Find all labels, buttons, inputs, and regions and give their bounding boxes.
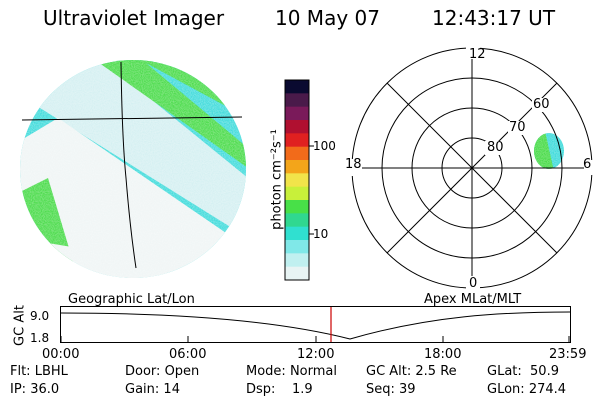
date-label: 10 May 07 [275,6,380,30]
apex-label: Apex MLat/MLT [424,292,522,307]
colorbar-tick-10: 10 [313,227,329,241]
mlat-label-80: 80 [487,140,504,155]
mlt-label-6: 6 [583,157,592,172]
mlat-label-60: 60 [533,97,550,112]
longitude-grid-line [120,61,137,269]
colorbar-unit-label: photon cm⁻²s⁻¹ [269,129,285,230]
status-filter: Flt: LBHL [10,364,68,379]
altitude-curve [60,311,571,340]
xtick-1200: 12:00 [297,347,335,362]
colorbar [284,79,314,281]
time-label: 12:43:17 UT [432,6,556,30]
status-door: Door: Open [125,364,200,379]
ytick-1-8: 1.8 [30,331,50,345]
ytick-9: 9.0 [30,309,50,323]
status-dsp: Dsp: 1.9 [246,382,313,397]
geographic-image [20,60,246,278]
mlt-label-12: 12 [469,47,486,62]
xtick-0000: 00:00 [42,347,80,362]
mlt-label-0: 0 [469,276,478,291]
status-gc-alt: GC Alt: 2.5 Re [366,364,457,379]
altitude-ylabel: GC Alt [12,305,28,346]
status-seq: Seq: 39 [366,382,416,397]
instrument-title: Ultraviolet Imager [43,6,225,30]
xtick-0600: 06:00 [169,347,207,362]
latitude-grid-line [21,116,243,121]
geographic-label: Geographic Lat/Lon [68,292,195,307]
status-gain: Gain: 14 [125,382,180,397]
polar-plot [340,46,598,290]
mlat-label-70: 70 [509,120,526,135]
status-ip: IP: 36.0 [10,382,60,397]
altitude-plot [60,306,571,343]
status-glon: GLon: 274.4 [487,382,567,397]
projected-image-patch [534,133,564,169]
status-mode: Mode: Normal [246,364,337,379]
xtick-1800: 18:00 [424,347,462,362]
xtick-2359: 23:59 [549,347,587,362]
status-glat: GLat: 50.9 [487,364,559,379]
colorbar-tick-100: 100 [313,139,336,153]
mlt-label-18: 18 [345,157,362,172]
